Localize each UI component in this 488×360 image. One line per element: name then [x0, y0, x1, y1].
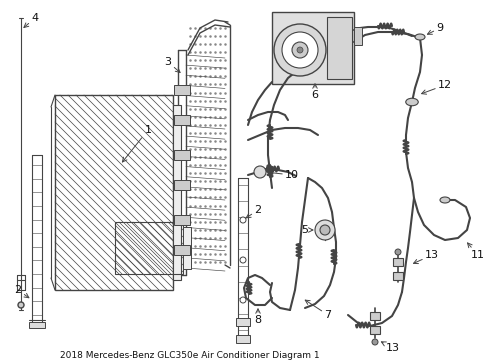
Circle shape [371, 339, 377, 345]
Bar [271, 12, 353, 84]
Circle shape [291, 42, 307, 58]
Bar [55, 95, 173, 290]
Bar [183, 227, 191, 269]
Text: 2: 2 [15, 285, 29, 298]
Bar [29, 322, 45, 328]
Circle shape [253, 166, 265, 178]
Circle shape [394, 249, 400, 255]
Bar [174, 115, 190, 125]
Text: 4: 4 [24, 13, 39, 27]
Circle shape [18, 302, 24, 308]
Text: 6: 6 [311, 84, 318, 100]
Text: 8: 8 [254, 309, 261, 325]
Text: 3: 3 [164, 57, 180, 72]
Bar [392, 272, 402, 280]
Ellipse shape [439, 197, 449, 203]
Circle shape [240, 297, 245, 303]
Circle shape [240, 257, 245, 263]
Text: 13: 13 [381, 342, 399, 353]
Bar [369, 326, 379, 334]
Circle shape [273, 24, 325, 76]
Bar [174, 245, 190, 255]
Circle shape [314, 220, 334, 240]
Circle shape [282, 32, 317, 68]
Text: 13: 13 [413, 250, 438, 264]
Bar [236, 318, 249, 326]
Text: 1: 1 [122, 125, 151, 162]
Bar [115, 222, 183, 274]
Circle shape [296, 47, 303, 53]
Text: 5: 5 [301, 225, 312, 235]
Circle shape [240, 217, 245, 223]
Bar [392, 258, 402, 266]
Text: 7: 7 [305, 300, 331, 320]
Text: 2018 Mercedes-Benz GLC350e Air Conditioner Diagram 1: 2018 Mercedes-Benz GLC350e Air Condition… [60, 351, 319, 360]
Ellipse shape [414, 34, 424, 40]
Text: 10: 10 [268, 170, 298, 180]
Text: 2: 2 [246, 205, 261, 218]
Bar [326, 17, 351, 79]
Bar [174, 215, 190, 225]
Text: 12: 12 [421, 80, 451, 94]
Bar [174, 180, 190, 190]
Bar [236, 335, 249, 343]
Bar [174, 85, 190, 95]
Bar [353, 27, 361, 45]
Ellipse shape [405, 98, 417, 106]
Bar [369, 312, 379, 320]
Bar [173, 105, 181, 280]
Circle shape [319, 225, 329, 235]
Text: 9: 9 [427, 23, 443, 34]
Bar [174, 150, 190, 160]
Text: 11: 11 [467, 243, 484, 260]
